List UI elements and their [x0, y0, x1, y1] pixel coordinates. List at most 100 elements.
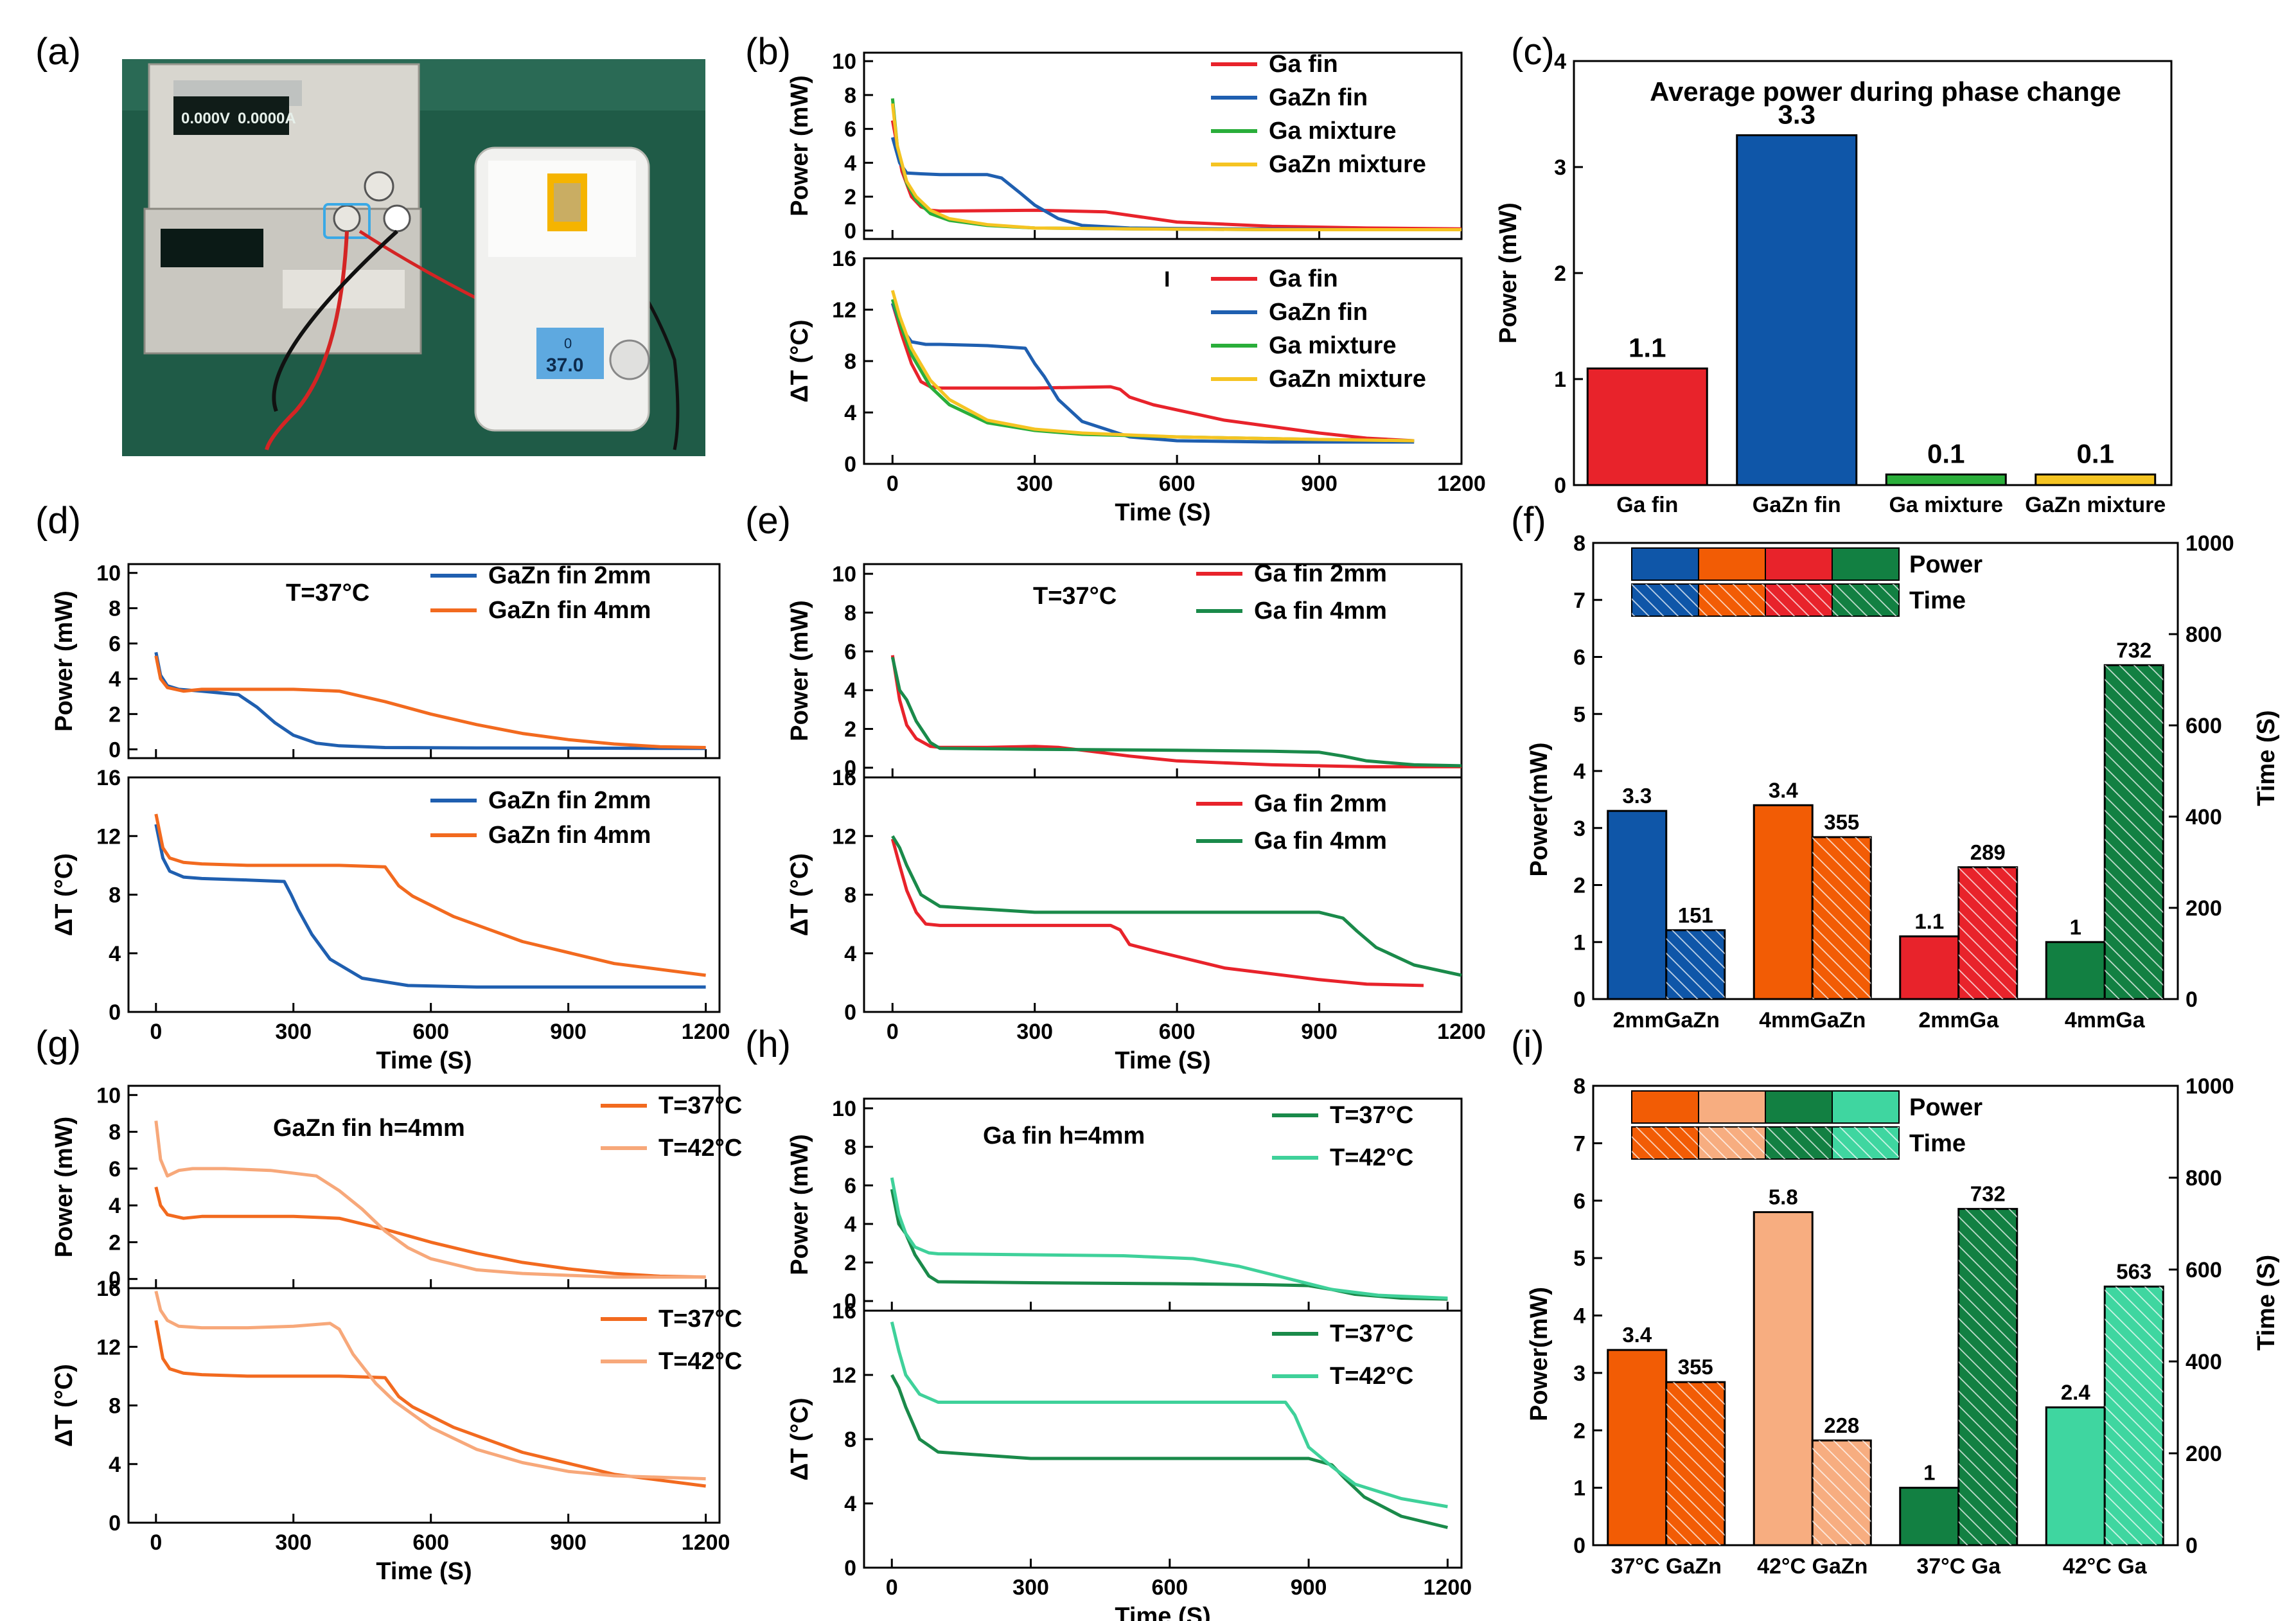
x-tick-label: 300: [1016, 472, 1053, 496]
panel-label-f: (f): [1511, 500, 1546, 542]
y-tick-label: 0: [844, 1556, 856, 1581]
data-label: 3.3: [1778, 100, 1815, 130]
annotation-mark: I: [1164, 267, 1170, 292]
x-tick-label: 4mmGaZn: [1759, 1008, 1866, 1032]
y-tick-label: 4: [109, 1194, 121, 1218]
series-line-t-42-c: [890, 1177, 1448, 1300]
series-line-gazn-mixture: [890, 290, 1415, 443]
y2-tick-label: 200: [2186, 1442, 2222, 1466]
photo-screen-current: 0.0000A: [238, 110, 296, 127]
legend-label: Ga fin 4mm: [1254, 598, 1387, 624]
legend-label: Time: [1909, 1130, 1966, 1157]
legend-label: T=37°C: [658, 1306, 742, 1333]
bar: [1885, 474, 2007, 486]
legend-label: T=42°C: [658, 1348, 742, 1375]
legend-power-swatch: [1631, 547, 1699, 581]
legend-time-hatch: [1832, 1127, 1899, 1159]
y-axis-label: Power (mW): [786, 1134, 813, 1275]
chart-c: 0 1 2 3 4 Power (mW) Average power during phas…: [1495, 49, 2173, 517]
y-tick-label: 6: [109, 1157, 121, 1182]
y-tick-label: 0: [844, 1289, 856, 1314]
y-tick-label: 8: [844, 601, 856, 625]
x-tick-label: 2mmGaZn: [1613, 1008, 1720, 1032]
y-tick-label: 0: [1554, 474, 1566, 498]
legend-time-hatch: [1632, 1127, 1699, 1159]
series-line-ga-fin-2mm: [890, 655, 1461, 768]
legend-power-swatch: [1698, 547, 1766, 581]
time-bar-hatch: [1958, 1209, 2017, 1545]
y-tick-label: 4: [109, 942, 121, 966]
y-tick-label: 0: [844, 219, 856, 244]
y2-tick-label: 0: [2186, 1534, 2198, 1558]
series-line-t-42-c: [154, 1291, 706, 1481]
legend-power-swatch: [1832, 1090, 1900, 1124]
y-axis-label: Power(mW): [1526, 743, 1553, 877]
time-data-label: 732: [2116, 638, 2151, 662]
power-data-label: 3.4: [1622, 1323, 1652, 1347]
y-tick-label: 6: [844, 640, 856, 664]
x-tick-label: 300: [275, 1530, 312, 1555]
legend-label: GaZn fin 4mm: [488, 597, 651, 624]
y2-tick-label: 1000: [2186, 531, 2234, 556]
x-tick-label: Ga mixture: [1889, 493, 2003, 517]
y2-tick-label: 0: [2186, 988, 2198, 1012]
photo-screen-voltage: 0.000V: [181, 110, 230, 127]
legend-label: Ga fin 2mm: [1254, 790, 1387, 817]
series-line-gazn-mixture: [890, 103, 1461, 231]
legend-power-swatch: [1832, 547, 1900, 581]
power-bar: [1607, 1349, 1668, 1546]
panel-label-c: (c): [1511, 31, 1555, 73]
y-tick-label: 12: [832, 824, 856, 849]
x-tick-label: 0: [887, 472, 899, 496]
x-tick-label: 0: [886, 1575, 898, 1600]
y-tick-label: 4: [109, 667, 121, 691]
time-data-label: 355: [1678, 1355, 1713, 1379]
y-tick-label: 2: [844, 1251, 856, 1275]
legend-label: GaZn fin 2mm: [488, 787, 651, 814]
panel-label-a: (a): [35, 31, 81, 73]
y-tick-label: 3: [1573, 1361, 1585, 1386]
series-line-ga-fin-4mm: [890, 657, 1462, 768]
chart-e-top: 0 2 4 6 8 10 Power (mW) Ga fin 2mm Ga fin 4mm: [786, 560, 1463, 781]
series-line-gazn-fin-4mm: [154, 655, 706, 749]
y-tick-label: 12: [832, 298, 856, 323]
chart-b-bot: 0 4 8 12 16 0 300 600 900 1200 ΔT (°C) Ga fin GaZn f…: [786, 247, 1486, 496]
series-line-t-37-c: [890, 1189, 1448, 1301]
x-tick-label: 1200: [682, 1530, 730, 1555]
time-data-label: 732: [1970, 1182, 2006, 1206]
legend-label: Power: [1909, 1094, 1983, 1121]
y-axis-label: Power (mW): [51, 1117, 78, 1258]
y2-tick-label: 400: [2186, 1350, 2222, 1374]
photo-screen-temperature: 37.0: [546, 355, 583, 376]
power-bar: [1753, 804, 1814, 1000]
legend-time-hatch: [1632, 584, 1699, 616]
series-line-ga-fin: [890, 303, 1415, 443]
y-tick-label: 6: [1573, 646, 1585, 670]
y-tick-label: 0: [1573, 1534, 1585, 1558]
legend-label: GaZn mixture: [1269, 151, 1426, 178]
y-tick-label: 7: [1573, 1131, 1585, 1156]
y-tick-label: 8: [844, 1135, 856, 1160]
x-tick-label: 42°C GaZn: [1757, 1554, 1868, 1579]
legend-label: Ga fin: [1269, 51, 1338, 78]
y-tick-label: 12: [832, 1363, 856, 1388]
time-data-label: 228: [1824, 1413, 1859, 1437]
data-label: 0.1: [1927, 439, 1965, 469]
series-line-t-42-c: [890, 1321, 1448, 1509]
legend-power-swatch: [1631, 1090, 1699, 1124]
x-tick-label: Ga fin: [1616, 493, 1678, 517]
y-tick-label: 10: [832, 1097, 856, 1121]
x-tick-label: 300: [1016, 1020, 1053, 1044]
y-tick-label: 0: [109, 1268, 121, 1292]
y-tick-label: 6: [1573, 1189, 1585, 1214]
series-line-ga-fin-2mm: [890, 838, 1424, 988]
y-axis-label: ΔT (°C): [786, 1397, 813, 1480]
chart-g-bot: 0 4 8 12 16 0 300 600 900 1200 ΔT (°C) T=37°C T=42°C: [51, 1277, 742, 1555]
series-line-gazn-fin-4mm: [154, 813, 706, 977]
time-data-label: 289: [1970, 840, 2006, 864]
legend-time-hatch: [1699, 1127, 1765, 1159]
time-bar-hatch: [2105, 665, 2164, 999]
legend-label: GaZn fin 2mm: [488, 562, 651, 589]
y-tick-label: 8: [1573, 531, 1585, 556]
